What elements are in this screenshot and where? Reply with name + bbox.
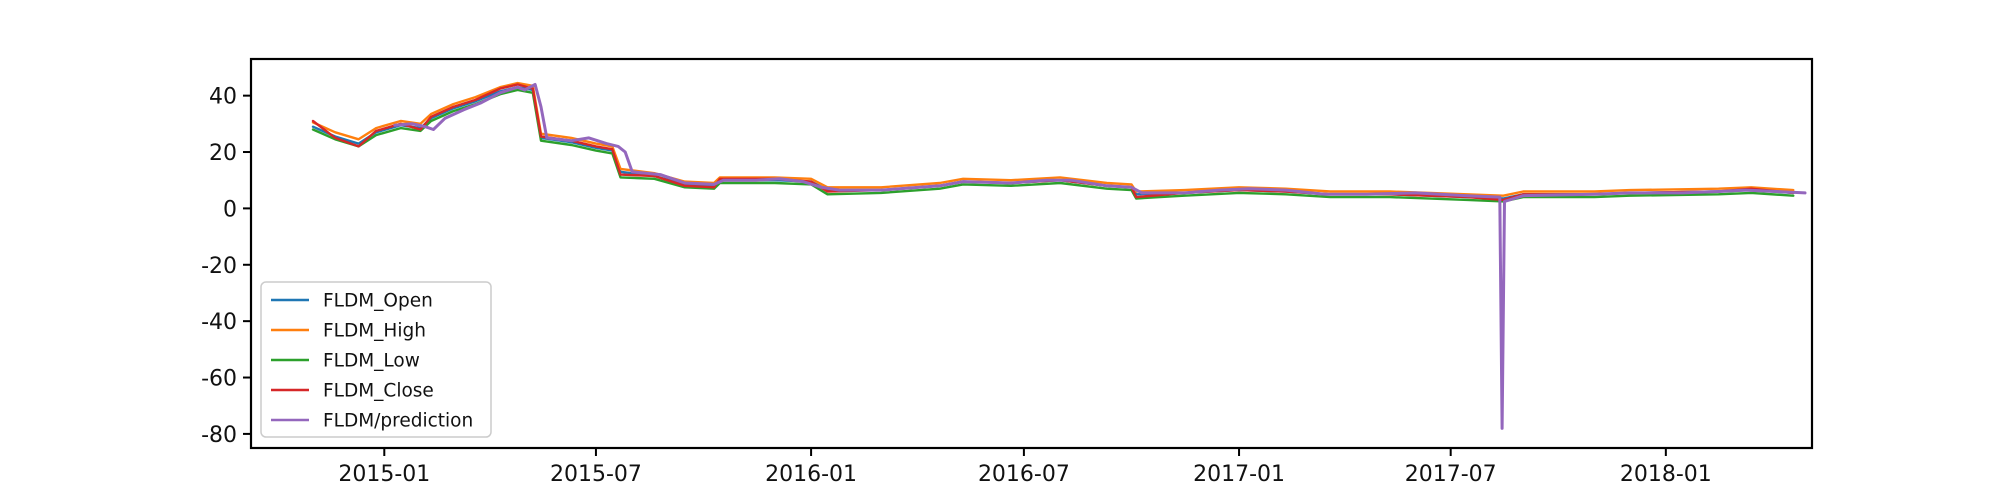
y-tick-label: -20: [201, 254, 237, 279]
y-axis: 40 20 0 -20 -40 -60 -80: [201, 85, 251, 448]
legend-label: FLDM/prediction: [323, 411, 473, 432]
y-tick-label: -40: [201, 310, 237, 335]
x-tick-label: 2018-01: [1620, 462, 1712, 487]
y-tick-label: 40: [209, 85, 237, 110]
y-tick-label: 20: [209, 141, 237, 166]
y-tick-label: -60: [201, 367, 237, 392]
x-tick-label: 2016-07: [978, 462, 1070, 487]
plot-border: [249, 57, 1814, 450]
legend-label: FLDM_Open: [323, 291, 433, 312]
x-tick-label: 2017-01: [1193, 462, 1285, 487]
legend-label: FLDM_Close: [323, 381, 434, 402]
series-line-5: [393, 82, 1807, 430]
x-tick-label: 2015-01: [338, 462, 430, 487]
x-tick-label: 2016-01: [765, 462, 857, 487]
legend-box: [260, 281, 492, 438]
y-tick-label: -80: [201, 423, 237, 448]
plot-frame: [249, 57, 1814, 450]
series-line-4: [311, 83, 1795, 202]
legend-label: FLDM_High: [323, 321, 426, 342]
x-axis: 2015-01 2015-07 2016-01 2016-07 2017-01 2017-…: [338, 448, 1712, 487]
series-layer: [311, 81, 1807, 430]
legend: FLDM_Open FLDM_High FLDM_Low FLDM_Close FLDM…: [260, 281, 492, 438]
x-tick-label: 2015-07: [550, 462, 642, 487]
x-tick-label: 2017-07: [1405, 462, 1497, 487]
y-tick-label: 0: [223, 197, 237, 222]
legend-label: FLDM_Low: [323, 351, 420, 372]
